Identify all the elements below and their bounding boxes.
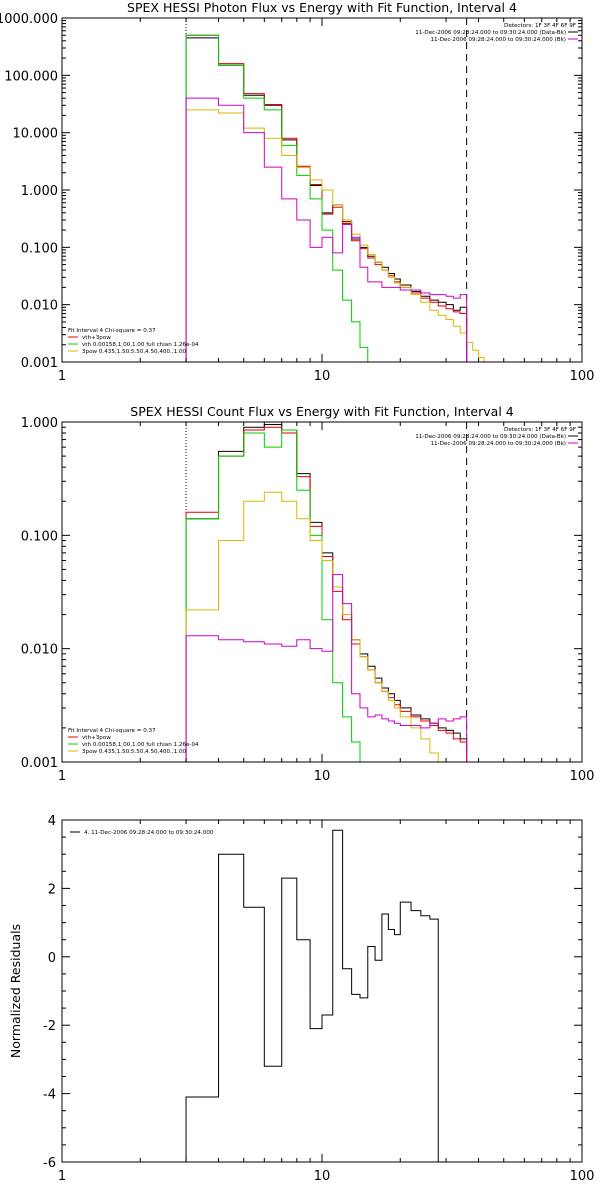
legend-entry-label: 11-Dec-2006 09:28:24.000 to 09:30:24.000… xyxy=(415,30,566,36)
x-tick-label: 1 xyxy=(58,369,66,384)
plot-area xyxy=(185,829,439,1162)
legend-entry-label: vth+3pow xyxy=(82,335,111,341)
series-1-step-line xyxy=(185,829,439,1162)
plot-frame xyxy=(61,819,583,1163)
y-tick-label: 0.100 xyxy=(21,241,58,256)
legend-entry-label: Detectors: 1F 3F 4F 6F 9F xyxy=(504,23,576,29)
x-tick-label: 100 xyxy=(570,369,595,384)
series-4-step-line xyxy=(185,491,447,762)
y-tick-label: 0.100 xyxy=(21,529,58,544)
legend-entry-label: Detectors: 1F 3F 4F 6F 9F xyxy=(504,427,576,433)
series-1-step-line xyxy=(185,424,468,762)
y-tick-label: -2 xyxy=(43,1019,56,1034)
x-tick-label: 10 xyxy=(314,369,331,384)
legend-entry-label: vth+3pow xyxy=(82,735,111,741)
y-tick-label: 0.001 xyxy=(21,756,58,771)
y-tick-label: 1.000 xyxy=(21,416,58,431)
legend-entry-label: Fit Interval 4 Chi-square = 0.37 xyxy=(68,728,156,734)
y-axis-label: Normalized Residuals xyxy=(8,924,23,1058)
chart-title: SPEX HESSI Photon Flux vs Energy with Fi… xyxy=(127,0,517,15)
x-tick-label: 10 xyxy=(314,769,331,784)
legend-entry-label: 11-Dec-2006 09:28:24.000 to 09:30:24.000… xyxy=(430,441,566,447)
legend-entry-label: 4. 11-Dec-2006 09:28:24.000 to 09:30:24.… xyxy=(84,830,214,836)
y-tick-label: 1.000 xyxy=(21,184,58,199)
y-tick-label: 2 xyxy=(48,882,56,897)
chart-title: SPEX HESSI Count Flux vs Energy with Fit… xyxy=(130,404,513,419)
chart-panel-2: 1 10 100 0.001 0.010 0.100 1.000 SPEX HESSI Cou… xyxy=(21,404,595,784)
legend-entry-label: 3pow 0.435,1.50,5.50,4.50,400.,1.00 xyxy=(82,749,187,755)
series-3-step-line xyxy=(185,429,369,762)
y-tick-label: -6 xyxy=(43,1156,56,1171)
plot-area xyxy=(185,422,468,762)
x-tick-label: 100 xyxy=(570,1169,595,1184)
x-tick-label: 1 xyxy=(58,1169,66,1184)
series-2-step-line xyxy=(185,426,468,762)
legend-entry-label: 11-Dec-2006 09:28:24.000 to 09:30:24.000… xyxy=(430,37,566,43)
chart-panel-1: 1 10 100 0.001 0.010 0.100 1.000 10.000 100.000 1… xyxy=(0,0,594,384)
y-tick-label: -4 xyxy=(43,1088,56,1103)
legend-entry-label: 3pow 0.435,1.50,5.50,4.50,400.,1.00 xyxy=(82,349,187,355)
chart-panel-3: 1 10 100 -6 -4 -2 0 2 4 Normalized Residuals 4. 11… xyxy=(8,814,595,1184)
y-tick-label: 0.001 xyxy=(21,356,58,371)
x-tick-label: 100 xyxy=(570,769,595,784)
y-tick-label: 10.000 xyxy=(13,127,59,142)
legend-entry-label: vth 0.00158,1.00,1.00 full chian 1.26e-0… xyxy=(82,342,199,348)
y-tick-label: 4 xyxy=(48,814,56,829)
series-3-step-line xyxy=(185,34,369,362)
legend-entry-label: 11-Dec-2006 09:28:24.000 to 09:30:24.000… xyxy=(415,434,566,440)
series-5-step-line xyxy=(185,97,468,362)
series-2-step-line xyxy=(185,34,468,362)
series-1-step-line xyxy=(185,37,468,362)
x-tick-label: 1 xyxy=(58,769,66,784)
y-tick-label: 1000.000 xyxy=(0,12,58,27)
series-4-step-line xyxy=(185,109,490,362)
legend-entry-label: vth 0.00158,1.00,1.00 full chian 1.26e-0… xyxy=(82,742,199,748)
y-tick-label: 100.000 xyxy=(4,69,58,84)
y-tick-label: 0.010 xyxy=(21,299,58,314)
series-5-step-line xyxy=(185,574,468,762)
legend-entry-label: Fit Interval 4 Chi-square = 0.37 xyxy=(68,328,156,334)
x-tick-label: 10 xyxy=(314,1169,331,1184)
plot-area xyxy=(185,18,490,362)
y-tick-label: 0.010 xyxy=(21,643,58,658)
y-tick-label: 0 xyxy=(48,951,56,966)
